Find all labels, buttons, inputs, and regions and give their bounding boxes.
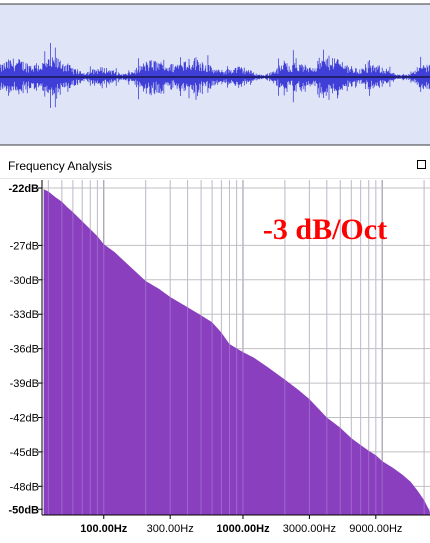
spectrum-plot: -22dB -27dB -30dB -33dB -36dB -39dB -42dB -45dB… (8, 180, 430, 535)
x-tick-label: 9000.00Hz (349, 523, 402, 535)
y-tick-label: -36dB (10, 344, 39, 356)
y-tick-label: -27dB (10, 240, 39, 252)
y-tick-label: -42dB (10, 412, 39, 424)
y-tick-label: -22dB (8, 183, 39, 195)
y-tick-label: -39dB (10, 378, 39, 390)
y-tick-label: -45dB (10, 447, 39, 459)
window-title: Frequency Analysis (8, 159, 113, 173)
y-tick-label: -33dB (10, 309, 39, 321)
x-tick-label: 300.00Hz (147, 523, 194, 535)
spectrum-area (43, 189, 430, 515)
waveform-display[interactable] (0, 0, 430, 148)
maximize-icon[interactable] (417, 160, 426, 169)
y-tick-label: -50dB (8, 504, 39, 516)
y-tick-label: -30dB (10, 275, 39, 287)
y-tick-label: -48dB (10, 481, 39, 493)
slope-annotation: -3 dB/Oct (263, 213, 387, 246)
x-tick-label: 1000.00Hz (216, 523, 270, 535)
window-title-bar[interactable]: Frequency Analysis (0, 154, 430, 179)
x-tick-label: 100.00Hz (80, 523, 128, 535)
x-grid-overlay (47, 180, 425, 515)
x-tick-label: 3000.00Hz (283, 523, 336, 535)
waveform-track[interactable] (0, 0, 430, 148)
